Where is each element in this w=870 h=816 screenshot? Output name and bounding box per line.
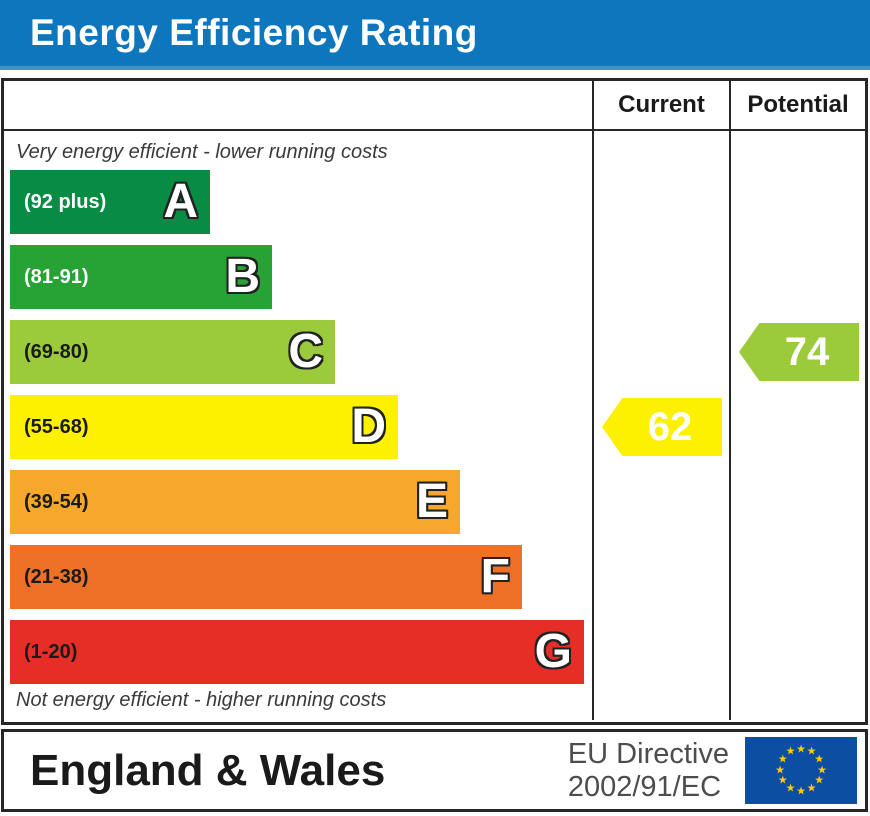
band-b: (81-91) B	[10, 245, 272, 309]
eu-flag-star: ★	[817, 764, 827, 776]
eu-flag-star: ★	[775, 764, 785, 776]
eu-flag-star: ★	[777, 753, 788, 766]
region-label: England & Wales	[30, 745, 386, 795]
band-letter: C	[288, 325, 323, 378]
current-column: 62	[592, 131, 729, 720]
band-letter: F	[480, 550, 510, 603]
column-header-potential: Potential	[729, 81, 865, 129]
eu-flag-icon: ★ ★ ★ ★ ★ ★ ★ ★ ★ ★ ★ ★	[745, 737, 857, 804]
rating-table: Current Potential Very energy efficient …	[1, 78, 868, 725]
eu-flag-star: ★	[796, 785, 806, 797]
eu-flag-star: ★	[806, 745, 817, 758]
column-header-current: Current	[592, 81, 729, 129]
table-body-row: Very energy efficient - lower running co…	[4, 131, 865, 720]
eu-flag-star: ★	[814, 774, 825, 787]
band-c: (69-80) C	[10, 320, 335, 384]
eu-directive-label: EU Directive 2002/91/EC	[568, 738, 729, 803]
current-rating-arrow: 62	[602, 398, 722, 456]
potential-rating-arrow: 74	[739, 323, 859, 381]
table-header-row: Current Potential	[4, 81, 865, 131]
potential-rating-value: 74	[784, 329, 830, 374]
band-range-label: (39-54)	[24, 490, 89, 513]
eu-flag-star: ★	[785, 745, 796, 758]
chart-title-bar: Energy Efficiency Rating	[0, 0, 870, 70]
eu-flag-star: ★	[777, 774, 788, 787]
band-d: (55-68) D	[10, 395, 398, 459]
band-range-label: (55-68)	[24, 415, 89, 438]
eu-flag-star: ★	[814, 753, 825, 766]
eu-flag-star: ★	[796, 743, 806, 755]
band-letter: A	[163, 175, 198, 228]
band-a: (92 plus) A	[10, 170, 210, 234]
eu-flag-star: ★	[806, 782, 817, 795]
caption-top: Very energy efficient - lower running co…	[16, 141, 388, 163]
band-range-label: (92 plus)	[24, 190, 107, 213]
band-letter: G	[534, 625, 572, 678]
eu-directive-line1: EU Directive	[567, 738, 729, 771]
bands-container: Very energy efficient - lower running co…	[4, 131, 592, 720]
band-range-label: (1-20)	[24, 640, 78, 663]
eu-flag-star: ★	[785, 782, 796, 795]
current-rating-value: 62	[647, 404, 693, 449]
header-spacer-cell	[4, 81, 592, 129]
band-range-label: (81-91)	[24, 265, 89, 288]
band-range-label: (21-38)	[24, 565, 89, 588]
band-range-label: (69-80)	[24, 340, 89, 363]
band-letter: B	[225, 250, 260, 303]
caption-bottom: Not energy efficient - higher running co…	[16, 689, 387, 711]
band-f: (21-38) F	[10, 545, 522, 609]
band-e: (39-54) E	[10, 470, 460, 534]
chart-title: Energy Efficiency Rating	[30, 12, 478, 53]
band-g: (1-20) G	[10, 620, 584, 684]
potential-column: 74	[729, 131, 865, 720]
footer-bar: England & Wales EU Directive 2002/91/EC …	[1, 729, 868, 812]
eu-directive-line2: 2002/91/EC	[567, 770, 722, 803]
band-letter: E	[415, 475, 448, 528]
band-letter: D	[351, 400, 386, 453]
